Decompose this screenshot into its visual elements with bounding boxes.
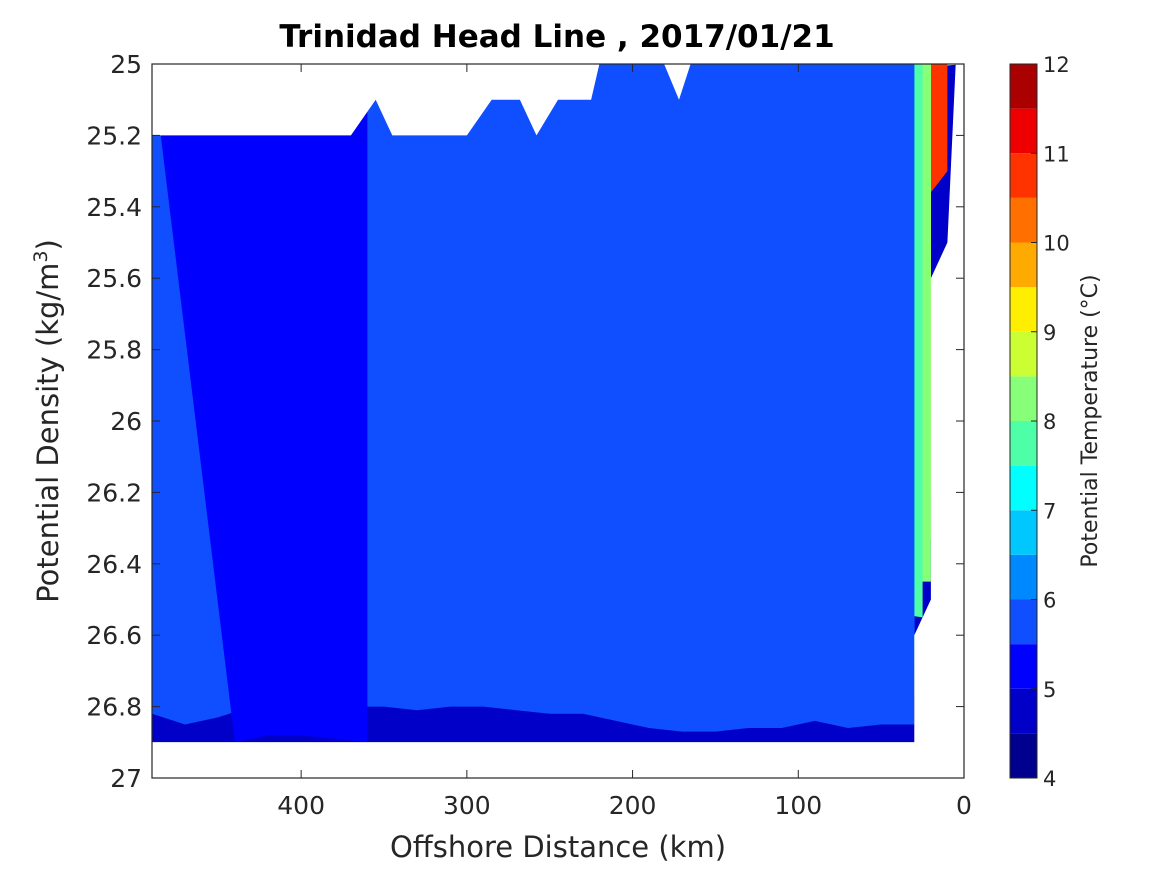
no-data-mask xyxy=(152,64,964,778)
colorbar-swatch-6 xyxy=(1010,554,1037,600)
temperature-band-5 xyxy=(152,64,368,743)
y-axis-label-main: Potential Density (kg/m xyxy=(31,263,65,603)
colorbar-swatch-4.5 xyxy=(1010,688,1037,734)
x-tick-label: 300 xyxy=(443,791,491,820)
x-tick-label: 400 xyxy=(277,791,325,820)
colorbar-swatch-8.5 xyxy=(1010,331,1037,377)
no-data-coastal xyxy=(914,64,964,778)
colorbar: 4 5 6 7 8 9 10 11 12 xyxy=(1009,53,1070,791)
colorbar-swatch-9 xyxy=(1010,287,1037,332)
colorbar-swatch-5 xyxy=(1010,644,1037,689)
colorbar-ticks: 4 5 6 7 8 9 10 11 12 xyxy=(1031,53,1070,791)
x-tick-label: 0 xyxy=(956,791,972,820)
colorbar-tick-label: 8 xyxy=(1043,410,1056,434)
colorbar-swatches xyxy=(1010,64,1037,778)
colorbar-swatch-10.5 xyxy=(1010,153,1037,198)
colorbar-swatch-11.5 xyxy=(1010,64,1037,109)
colorbar-swatch-9.5 xyxy=(1010,242,1037,288)
y-tick-label: 25.4 xyxy=(86,193,142,222)
y-tick-label: 26.8 xyxy=(86,693,142,722)
colorbar-swatch-11 xyxy=(1010,108,1037,154)
y-tick-labels: 25 25.2 25.4 25.6 25.8 26 26.2 26.4 26.6 26.8 27 xyxy=(86,50,142,793)
y-tick-label: 25 xyxy=(110,50,142,79)
no-data-deep xyxy=(152,742,964,778)
colorbar-swatch-5.5 xyxy=(1010,599,1037,645)
colorbar-tick-label: 9 xyxy=(1043,321,1056,345)
no-data-notch xyxy=(664,64,691,100)
colorbar-tick-label: 7 xyxy=(1043,499,1056,523)
y-axis-label: Potential Density (kg/m3) xyxy=(30,239,65,603)
y-tick-label: 26.2 xyxy=(86,478,142,507)
colorbar-tick-label: 11 xyxy=(1043,142,1070,166)
colorbar-tick-label: 4 xyxy=(1043,767,1056,791)
chart-title: Trinidad Head Line , 2017/01/21 xyxy=(279,19,834,55)
y-tick-label: 26.6 xyxy=(86,621,142,650)
y-tick-label: 25.8 xyxy=(86,336,142,365)
y-tick-label: 25.6 xyxy=(86,264,142,293)
colorbar-tick-label: 5 xyxy=(1043,678,1056,702)
plot-area: 400 300 200 100 0 25 25.2 25.4 25.6 25.8 26 26.2 26… xyxy=(86,50,972,820)
y-tick-label: 26 xyxy=(110,407,142,436)
colorbar-swatch-6.5 xyxy=(1010,510,1037,555)
colorbar-swatch-10 xyxy=(1010,197,1037,243)
colorbar-swatch-7 xyxy=(1010,465,1037,511)
x-axis-label: Offshore Distance (km) xyxy=(390,830,726,864)
y-tick-label: 25.2 xyxy=(86,121,142,150)
x-tick-label: 100 xyxy=(774,791,822,820)
colorbar-swatch-8 xyxy=(1010,376,1037,421)
colorbar-label: Potential Temperature (°C) xyxy=(1078,274,1103,567)
colorbar-tick-label: 12 xyxy=(1043,53,1070,77)
temperature-bands xyxy=(152,64,964,743)
y-axis-label-close: ) xyxy=(31,239,65,250)
no-data-surface xyxy=(152,64,600,136)
y-tick-label: 27 xyxy=(110,764,142,793)
colorbar-swatch-4 xyxy=(1010,733,1037,778)
y-axis-label-superscript: 3 xyxy=(30,250,52,262)
colorbar-swatch-7.5 xyxy=(1010,421,1037,466)
x-tick-labels: 400 300 200 100 0 xyxy=(277,791,972,820)
colorbar-tick-label: 10 xyxy=(1043,232,1070,256)
x-tick-label: 200 xyxy=(609,791,657,820)
y-tick-label: 26.4 xyxy=(86,550,142,579)
plot-frame xyxy=(151,63,965,779)
colorbar-tick-label: 6 xyxy=(1043,589,1056,613)
